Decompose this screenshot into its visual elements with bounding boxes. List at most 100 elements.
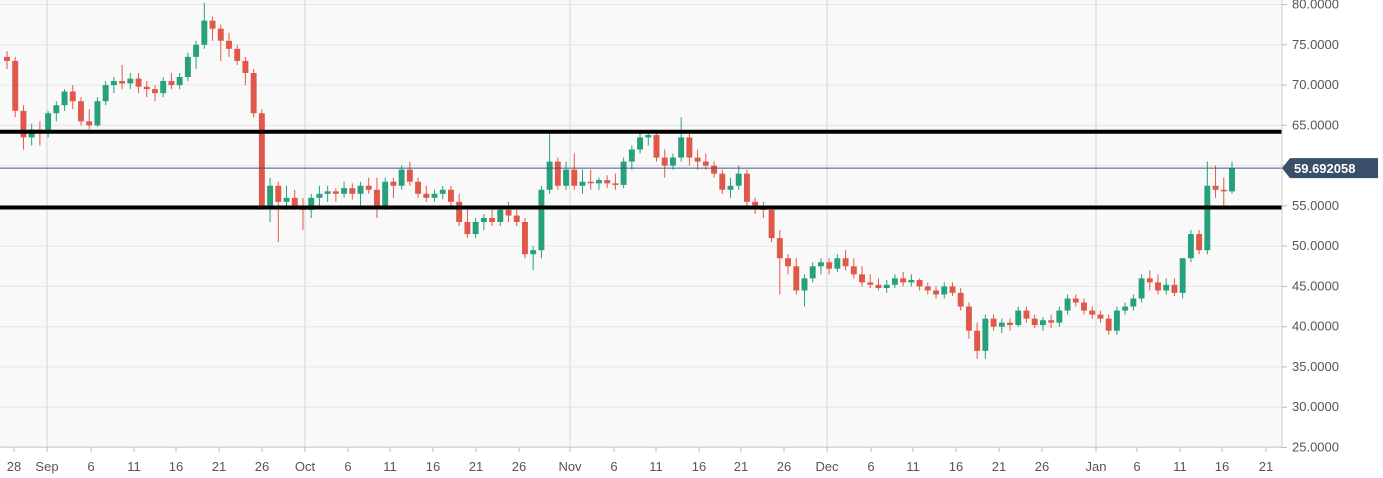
candle-body [612, 183, 619, 185]
candle-body [1196, 234, 1203, 251]
candle [579, 169, 586, 194]
candle-body [1007, 322, 1013, 326]
candle [513, 209, 520, 227]
candle-body [669, 157, 676, 166]
candle-body [694, 157, 701, 162]
x-tick-label: 16 [1215, 459, 1229, 474]
candle-body [1204, 185, 1211, 251]
current-price-badge: 59.692058 [1282, 158, 1378, 179]
candle-body [464, 221, 471, 235]
candle-body [1031, 318, 1038, 326]
candle-body [949, 286, 956, 293]
candle-body [521, 221, 528, 255]
candle [1097, 310, 1104, 323]
x-tick-label: 21 [1259, 459, 1273, 474]
candle-body [1171, 284, 1178, 293]
candle-body [439, 189, 446, 194]
candle-body [12, 60, 19, 111]
candle-body [283, 197, 290, 202]
candle [1031, 314, 1038, 329]
candle [464, 205, 471, 239]
candle [184, 52, 191, 82]
candle-body [965, 306, 972, 331]
candle-body [258, 113, 265, 206]
candle [1048, 314, 1055, 329]
candle [1072, 294, 1079, 307]
candle-body [275, 185, 282, 202]
candle-body [4, 56, 10, 61]
candle [242, 56, 249, 86]
candle [859, 266, 865, 287]
candle-body [1081, 302, 1087, 311]
candle-body [341, 188, 348, 194]
candle [645, 131, 652, 146]
y-tick-label: 65.0000 [1292, 117, 1339, 132]
candle [546, 133, 553, 194]
candle-body [842, 258, 849, 267]
candle [480, 213, 487, 231]
candle-body [53, 105, 60, 114]
candle-body [472, 221, 479, 235]
candle-body [686, 137, 693, 158]
candle-body [579, 181, 586, 186]
candle-body [390, 181, 397, 186]
candle [604, 175, 611, 189]
candle [801, 274, 808, 307]
candle [127, 72, 134, 90]
plot-background [0, 0, 1282, 447]
candle-body [357, 185, 364, 194]
candle-body [349, 188, 356, 194]
x-tick-label: Sep [35, 459, 58, 474]
candle-body [1220, 189, 1227, 192]
candle [1220, 177, 1227, 206]
candle [267, 177, 274, 222]
candle-body [45, 113, 52, 134]
candle-body [1212, 185, 1219, 190]
candle-body [209, 20, 216, 29]
candle [1155, 274, 1161, 295]
x-tick-label: 6 [344, 459, 351, 474]
candle [998, 318, 1005, 334]
x-tick-label: 21 [734, 459, 748, 474]
candle-body [933, 290, 939, 295]
x-tick-label: 6 [867, 459, 874, 474]
candle [4, 51, 10, 69]
candle [110, 77, 117, 94]
x-tick-label: Oct [295, 459, 316, 474]
x-tick-label: 16 [426, 459, 440, 474]
current-price-label: 59.692058 [1294, 161, 1355, 176]
candle-body [119, 81, 126, 84]
candle [406, 161, 413, 186]
x-tick-label: 21 [992, 459, 1006, 474]
candle-body [908, 279, 915, 283]
candle-body [456, 201, 463, 222]
y-axis-labels: 25.0000 30.0000 35.0000 40.0000 45.0000 50.00… [1282, 0, 1339, 455]
candle-body [176, 77, 183, 86]
candle-body [867, 282, 874, 285]
candle-body [94, 101, 101, 126]
candle-body [234, 48, 241, 61]
candle-body [604, 180, 611, 184]
candle-body [563, 169, 570, 186]
candle [1171, 278, 1178, 297]
candle [1023, 306, 1030, 323]
candle [933, 286, 939, 299]
candle [965, 302, 972, 339]
candle [974, 322, 981, 359]
x-tick-label: 21 [212, 459, 226, 474]
candle [439, 185, 446, 200]
candle [653, 131, 660, 162]
candle [694, 149, 701, 170]
candle [1130, 294, 1137, 311]
candle-body [1015, 310, 1022, 326]
candle-body [423, 193, 430, 198]
x-tick-label: 26 [777, 459, 791, 474]
current-price-badge-shape [1282, 158, 1378, 179]
candle-body [332, 191, 339, 194]
candle [743, 169, 750, 206]
x-tick-label: 11 [383, 459, 397, 474]
candle-body [1048, 320, 1055, 323]
candle-body [974, 330, 981, 351]
candle-body [382, 181, 389, 206]
